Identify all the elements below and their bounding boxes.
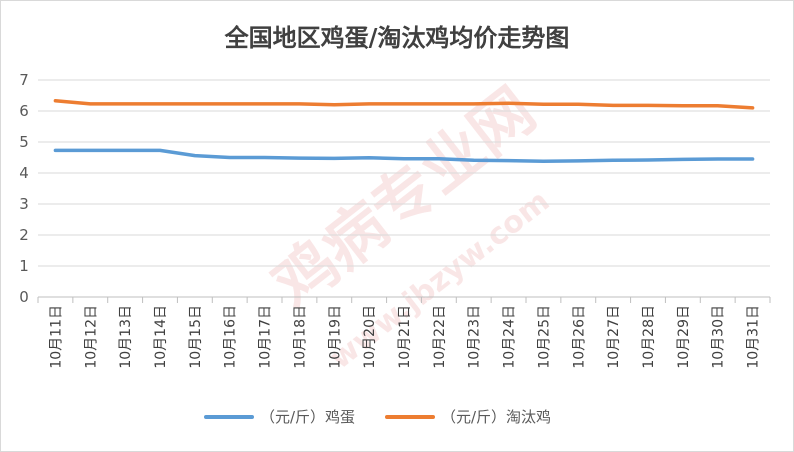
x-tick-label: 10月22日 bbox=[432, 305, 448, 369]
y-tick-label: 1 bbox=[19, 257, 29, 275]
x-tick-label: 10月29日 bbox=[676, 305, 692, 369]
y-tick-label: 0 bbox=[19, 288, 29, 306]
y-tick-label: 6 bbox=[19, 102, 29, 120]
x-tick-label: 10月18日 bbox=[292, 305, 308, 369]
y-tick-label: 4 bbox=[19, 164, 29, 182]
y-axis-ticks: 0 1 2 3 4 5 6 7 bbox=[19, 71, 29, 306]
y-tick-label: 5 bbox=[19, 133, 29, 151]
x-tick-label: 10月31日 bbox=[746, 305, 762, 369]
x-tick-label: 10月26日 bbox=[571, 305, 587, 369]
y-tick-label: 7 bbox=[19, 71, 29, 89]
x-tick-label: 10月15日 bbox=[188, 305, 204, 369]
x-tick-label: 10月30日 bbox=[711, 305, 727, 369]
legend: （元/斤）鸡蛋 （元/斤）淘汰鸡 bbox=[204, 408, 551, 426]
x-tick-label: 10月11日 bbox=[48, 305, 64, 369]
y-tick-label: 3 bbox=[19, 195, 29, 213]
series-line-0 bbox=[53, 148, 755, 163]
series-line-1 bbox=[53, 99, 755, 110]
x-tick-label: 10月19日 bbox=[327, 305, 343, 369]
x-tick-label: 10月24日 bbox=[502, 305, 518, 369]
x-tick-label: 10月23日 bbox=[467, 305, 483, 369]
x-tick-label: 10月16日 bbox=[223, 305, 239, 369]
x-tick-label: 10月13日 bbox=[118, 305, 134, 369]
series-lines bbox=[53, 99, 755, 163]
x-tick-label: 10月17日 bbox=[258, 305, 274, 369]
y-tick-label: 2 bbox=[19, 226, 29, 244]
x-tick-label: 10月25日 bbox=[536, 305, 552, 369]
x-tick-label: 10月27日 bbox=[606, 305, 622, 369]
chart-title: 全国地区鸡蛋/淘汰鸡均价走势图 bbox=[224, 23, 570, 52]
gridlines bbox=[37, 79, 771, 303]
x-tick-label: 10月28日 bbox=[641, 305, 657, 369]
x-tick-label: 10月20日 bbox=[362, 305, 378, 369]
x-tick-label: 10月21日 bbox=[397, 305, 413, 369]
x-tick-label: 10月14日 bbox=[153, 305, 169, 369]
legend-label-1: （元/斤）淘汰鸡 bbox=[441, 408, 551, 426]
x-tick-label: 10月12日 bbox=[83, 305, 99, 369]
legend-label-0: （元/斤）鸡蛋 bbox=[260, 408, 355, 426]
x-axis-ticks: 10月11日 10月12日 10月13日 10月14日 10月15日 10月16日 10月1… bbox=[48, 305, 761, 369]
